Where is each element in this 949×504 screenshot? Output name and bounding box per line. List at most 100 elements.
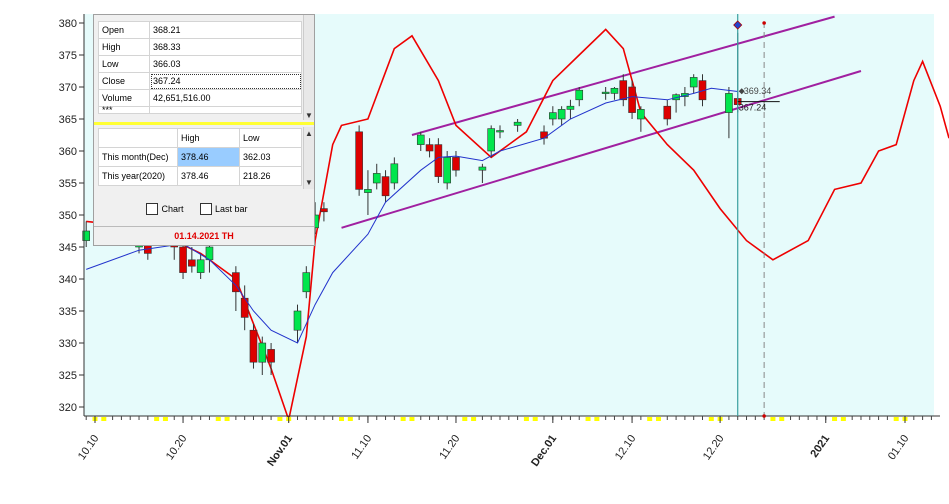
y-tick-label: 370 [59,82,77,94]
candle-body [293,310,302,331]
ohlc-value: 368.33 [149,38,302,56]
x-tick-label: 11.20 [437,433,462,462]
weekend-marker [585,417,591,421]
x-tick-label: 10.10 [76,433,102,462]
candle-body [302,272,311,293]
y-tick-label: 330 [59,338,77,350]
range-scrollbar[interactable]: ▲ ▼ [303,127,314,189]
projection-bottom-dot [762,414,766,418]
weekend-marker [224,417,230,421]
range-row-low: 362.03 [239,147,302,167]
candle-body [496,130,504,133]
candle-body [381,176,390,197]
ohlc-value: 367.24 [149,72,302,90]
ohlc-value [149,106,302,114]
candle-body [549,112,557,120]
candle-body [610,87,619,94]
current-high-marker [733,20,743,30]
y-tick-label: 360 [59,146,77,158]
y-tick-label: 350 [59,210,77,222]
scroll-down-icon[interactable]: ▼ [305,178,313,187]
weekend-marker [409,417,415,421]
scroll-down-icon[interactable]: ▼ [305,111,313,120]
candle-body [557,109,566,120]
x-tick-label: 11.10 [349,433,374,462]
weekend-marker [523,417,529,421]
ohlc-row: High 368.33 [98,38,302,56]
weekend-marker [101,417,107,421]
range-row: This month(Dec) 378.46 362.03 [98,147,302,167]
ohlc-value: 366.03 [149,55,302,73]
weekend-marker [154,417,160,421]
ohlc-label: Volume [98,89,150,107]
candle-body [320,208,328,213]
lastbar-checkbox[interactable] [200,203,212,215]
ohlc-row: Open 368.21 [98,21,302,39]
candle-body [443,157,451,184]
ohlc-label: Low [98,55,150,73]
price-marker [738,88,745,95]
weekend-marker [647,417,653,421]
weekend-marker [770,417,776,421]
candle-body [566,105,575,110]
ohlc-label: Close [98,72,150,90]
candle-body [364,189,372,193]
price-label-ma: 369.34 [744,86,772,96]
ohlc-scrollbar[interactable]: ▼ [303,15,314,120]
weekend-marker [708,417,714,421]
range-table: High Low This month(Dec) 378.46 362.03 T… [98,128,302,186]
weekend-marker [339,417,345,421]
candle-body [425,144,434,152]
weekend-marker [347,417,353,421]
range-header-blank [98,128,178,148]
ohlc-value: 368.21 [149,21,302,39]
candle-body [540,131,548,139]
ohlc-label: *** [98,106,150,115]
candle-body [434,144,443,177]
candle-body [663,105,672,120]
x-tick-label: Nov.01 [265,433,295,469]
candle-body [249,329,258,363]
info-panel: Open 368.21 High 368.33 Low 366.03 Close 367… [93,14,315,246]
weekend-marker [594,417,600,421]
candle-body [575,89,584,101]
candle-body [390,163,399,184]
candle-body [258,342,267,363]
candle-body [267,349,275,363]
candle-body [619,80,628,101]
candle-body [637,109,645,120]
range-row: This year(2020) 378.46 218.26 [98,166,302,186]
y-tick-label: 320 [59,402,77,414]
chart-checkbox[interactable] [146,203,159,215]
lastbar-checkbox-label: Last bar [215,204,248,214]
candle-body [689,77,698,88]
ohlc-row: Low 366.03 [98,55,302,73]
x-tick-label: 12.10 [613,433,639,462]
candle-body [601,91,610,94]
weekend-marker [215,417,221,421]
y-tick-label: 325 [59,370,77,382]
range-row-low: 218.26 [239,166,302,186]
weekend-marker [655,417,661,421]
x-tick-label: 12.20 [701,433,727,462]
candle-body [452,157,460,171]
candle-body [725,93,733,113]
candle-body [372,173,381,184]
candle-body [188,259,196,267]
ohlc-table: Open 368.21 High 368.33 Low 366.03 Close 367… [98,21,302,115]
range-header-row: High Low [98,128,302,148]
range-header-high: High [177,128,240,148]
candle-body [478,166,487,171]
weekend-marker [532,417,538,421]
weekend-marker [840,417,846,421]
range-row-high: 378.46 [177,166,240,186]
y-tick-label: 345 [59,242,77,254]
moving-average-line [86,87,738,344]
y-tick-label: 365 [59,114,77,126]
weekend-marker [893,417,899,421]
checkbox-row: Chart Last bar [94,203,314,215]
ohlc-row: *** [98,106,302,115]
scroll-up-icon[interactable]: ▲ [305,129,313,138]
range-row-label: This month(Dec) [98,147,178,167]
projection-top-dot [762,21,766,25]
